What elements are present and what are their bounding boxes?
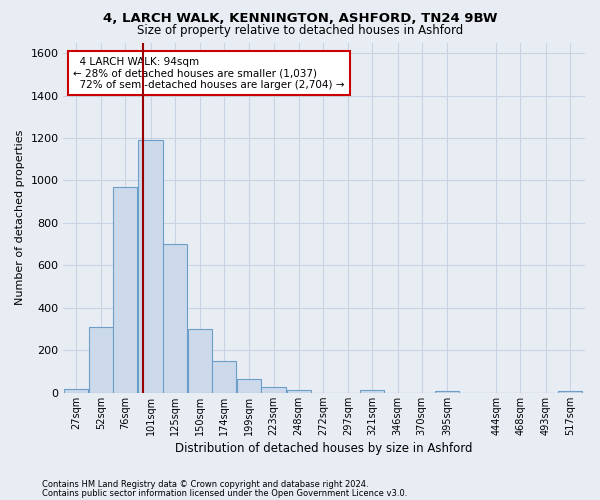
Bar: [139, 140, 163, 393]
Text: 4 LARCH WALK: 94sqm
← 28% of detached houses are smaller (1,037)
  72% of semi-d: 4 LARCH WALK: 94sqm ← 28% of detached ho…: [73, 56, 345, 90]
Bar: [435, 390, 459, 393]
X-axis label: Distribution of detached houses by size in Ashford: Distribution of detached houses by size …: [175, 442, 473, 455]
Text: Size of property relative to detached houses in Ashford: Size of property relative to detached ho…: [137, 24, 463, 37]
Bar: [360, 390, 385, 393]
Bar: [113, 187, 137, 393]
Bar: [89, 327, 113, 393]
Text: Contains HM Land Registry data © Crown copyright and database right 2024.: Contains HM Land Registry data © Crown c…: [42, 480, 368, 489]
Bar: [262, 388, 286, 393]
Text: 4, LARCH WALK, KENNINGTON, ASHFORD, TN24 9BW: 4, LARCH WALK, KENNINGTON, ASHFORD, TN24…: [103, 12, 497, 24]
Text: Contains public sector information licensed under the Open Government Licence v3: Contains public sector information licen…: [42, 488, 407, 498]
Bar: [558, 390, 582, 393]
Bar: [287, 390, 311, 393]
Bar: [163, 244, 187, 393]
Bar: [212, 361, 236, 393]
Bar: [64, 388, 88, 393]
Bar: [188, 329, 212, 393]
Y-axis label: Number of detached properties: Number of detached properties: [15, 130, 25, 306]
Bar: [237, 379, 262, 393]
